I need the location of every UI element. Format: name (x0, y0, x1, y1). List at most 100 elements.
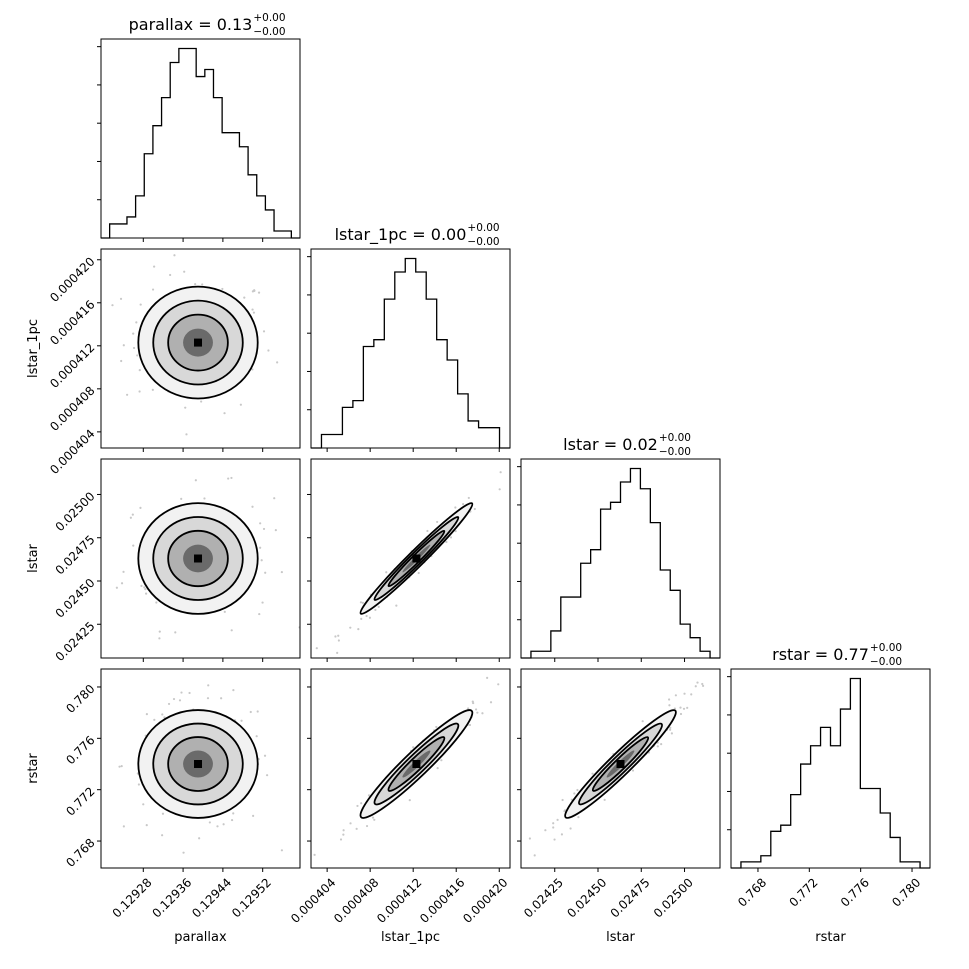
scatter-point (641, 720, 644, 723)
scatter-point (194, 479, 197, 482)
panel-rstar-vs-lstar (520, 668, 721, 869)
scatter-point (367, 794, 371, 797)
scatter-point (145, 592, 148, 595)
scatter-point (161, 812, 165, 815)
x-tick-label: 0.776 (838, 875, 872, 909)
scatter-point (280, 849, 284, 852)
scatter-point (686, 706, 689, 709)
scatter-point (435, 725, 438, 729)
scatter-point (201, 283, 204, 286)
scatter-point (120, 582, 124, 585)
density-peak (412, 760, 421, 769)
scatter-point (473, 507, 476, 511)
scatter-point (355, 827, 358, 830)
scatter-point (220, 697, 223, 700)
scatter-point (136, 354, 139, 357)
scatter-point (206, 697, 210, 700)
scatter-point (526, 445, 528, 447)
scatter-point (183, 270, 186, 273)
title-upper-error: +0.00 (659, 432, 691, 444)
scatter-point (181, 653, 183, 655)
y-tick-label: 0.768 (63, 836, 97, 870)
scatter-point (440, 759, 443, 762)
scatter-point (145, 713, 148, 716)
panel-lstar-vs-lstar_1pc (310, 445, 528, 659)
scatter-point (227, 477, 230, 480)
scatter-point (300, 567, 302, 569)
scatter-point (207, 684, 210, 687)
scatter-point (360, 802, 363, 805)
scatter-point (560, 833, 564, 836)
scatter-point (377, 605, 380, 608)
scatter-point (481, 712, 484, 715)
panel-rstar-vs-parallax (100, 653, 301, 869)
scatter-point (249, 710, 252, 714)
scatter-point (251, 308, 254, 311)
scatter-point (701, 682, 704, 686)
scatter-point (131, 513, 134, 516)
scatter-point (184, 406, 187, 409)
histogram-step-lstar_1pc (311, 257, 510, 449)
scatter-point (178, 699, 182, 702)
y-tick-label: 0.000408 (47, 384, 97, 434)
scatter-point (161, 713, 164, 716)
scatter-point (373, 818, 376, 821)
scatter-point (273, 497, 276, 500)
contour-line (152, 299, 244, 386)
scatter-point (342, 829, 345, 832)
scatter-point (267, 349, 270, 352)
scatter-point (143, 586, 146, 589)
scatter-point (336, 651, 339, 654)
panel-frame (100, 248, 301, 449)
contour-line (137, 709, 259, 819)
scatter-point (259, 522, 262, 525)
x-tick-label: 0.12952 (229, 875, 274, 920)
scatter-point (462, 502, 465, 506)
density-peak (194, 338, 203, 347)
scatter-point (454, 506, 457, 509)
y-tick-label: 0.776 (63, 733, 97, 767)
scatter-point (258, 612, 261, 616)
scatter-point (194, 283, 197, 286)
scatter-point (122, 570, 125, 573)
scatter-point (569, 827, 572, 830)
x-tick-label: 0.02475 (608, 875, 653, 920)
scatter-point (263, 754, 267, 757)
scatter-point (313, 853, 316, 856)
scatter-point (573, 792, 576, 795)
title-lower-error: −0.00 (870, 656, 902, 668)
scatter-point (132, 346, 136, 350)
scatter-point (259, 546, 262, 549)
scatter-point (498, 488, 501, 491)
scatter-point (349, 626, 352, 629)
scatter-point (276, 361, 279, 364)
scatter-point (445, 540, 448, 544)
scatter-point (142, 803, 145, 806)
scatter-point (280, 570, 283, 574)
scatter-point (683, 692, 686, 695)
scatter-point (137, 783, 140, 786)
scatter-point (230, 629, 233, 632)
x-tick-label: 0.772 (786, 875, 820, 909)
scatter-point (528, 837, 531, 840)
scatter-point (139, 506, 142, 509)
scatter-point (169, 273, 172, 277)
scatter-point (561, 798, 564, 802)
x-tick-label: 0.000408 (331, 875, 381, 925)
contour-line (137, 285, 259, 400)
density-peak (412, 554, 421, 563)
scatter-point (486, 676, 489, 679)
scatter-point (222, 823, 225, 826)
scatter-point (315, 647, 318, 650)
scatter-point (669, 726, 672, 729)
title-lstar: lstar = 0.02 (563, 435, 658, 454)
y-tick-label: 0.000416 (47, 297, 97, 347)
scatter-point (145, 824, 148, 827)
density-peak (616, 760, 625, 769)
density-peak (194, 554, 203, 563)
contour-line (578, 722, 663, 806)
scatter-point (252, 814, 255, 817)
scatter-point (200, 400, 203, 403)
x-tick-label: 0.000416 (417, 875, 467, 925)
